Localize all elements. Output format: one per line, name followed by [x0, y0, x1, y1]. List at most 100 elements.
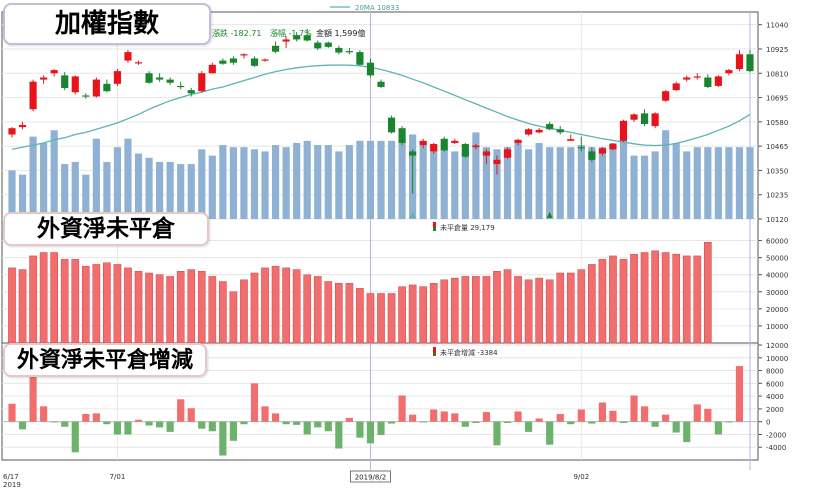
candle-body	[240, 54, 248, 56]
candle-body	[345, 51, 353, 53]
oi-change-bar	[166, 421, 174, 432]
y-tick-label-oi: 10000	[766, 323, 788, 331]
volume-bar	[134, 153, 143, 219]
candle	[567, 134, 575, 141]
oi-change-bar	[430, 409, 438, 422]
candle-body	[535, 129, 543, 133]
y-tick-label-price: 10810	[766, 70, 788, 78]
oi-change-bar	[398, 395, 406, 422]
oi-bar	[345, 282, 354, 344]
candle	[609, 142, 617, 151]
oi-change-bar	[293, 421, 301, 425]
candle-body	[651, 113, 659, 127]
x-tick-label-year: 2019	[3, 481, 21, 489]
oi-change-bar	[440, 411, 448, 422]
oi-bar	[609, 255, 617, 344]
oi-bar	[682, 255, 691, 344]
volume-bar	[261, 151, 269, 219]
oi-bar	[408, 284, 417, 344]
oi-bar	[566, 272, 575, 344]
candle-body	[61, 75, 69, 89]
oi-change-bar	[82, 414, 90, 422]
oi-change-bar	[345, 417, 353, 422]
y-tick-label-change: -4000	[766, 444, 786, 452]
oi-bar	[450, 277, 459, 344]
oi-bar	[556, 272, 565, 344]
legend-change: 未平倉增減 -3384	[440, 348, 498, 357]
oi-change-bar	[61, 421, 69, 427]
oi-bar	[166, 276, 174, 344]
oi-bar	[387, 293, 396, 344]
candle-body	[725, 70, 733, 74]
oi-change-bar	[577, 409, 585, 422]
candle	[92, 77, 100, 98]
oi-bar	[429, 282, 438, 344]
candle	[134, 60, 143, 65]
volume-bar	[651, 151, 659, 219]
candle-body	[356, 52, 364, 65]
candle	[103, 79, 111, 93]
volume-bar	[662, 130, 670, 219]
oi-bar	[472, 276, 480, 344]
oi-bar	[134, 271, 143, 344]
oi-change-bar	[92, 413, 100, 422]
volume-bar	[430, 151, 438, 219]
volume-bar	[113, 147, 122, 219]
oi-change-bar	[377, 421, 385, 436]
oi-change-bar	[503, 421, 512, 423]
oi-change-bar	[588, 421, 596, 424]
volume-bar	[556, 147, 564, 219]
oi-bar	[240, 279, 248, 344]
candle-body	[693, 76, 701, 78]
oi-bar	[377, 293, 385, 344]
candle-body	[609, 144, 617, 150]
oi-bar	[630, 253, 638, 344]
candle	[293, 32, 301, 42]
oi-change-bar	[71, 421, 79, 453]
volume-bar	[472, 132, 480, 219]
candle	[630, 113, 638, 122]
signal-marker	[546, 212, 553, 218]
candle-body	[662, 91, 670, 101]
candle	[651, 112, 659, 129]
signal-marker	[409, 212, 416, 218]
oi-bar	[50, 252, 59, 344]
candle	[503, 147, 512, 159]
candle-body	[630, 114, 638, 120]
oi-bar	[334, 282, 343, 344]
candle-body	[18, 125, 27, 128]
oi-bar	[208, 276, 217, 344]
oi-change-bar	[29, 370, 37, 422]
volume-bar	[725, 147, 733, 219]
oi-bar	[545, 279, 554, 344]
oi-change-bar	[693, 404, 701, 422]
oi-bar	[324, 281, 333, 344]
oi-bar	[103, 262, 111, 344]
candle-body	[440, 138, 448, 151]
oi-bar	[503, 269, 512, 344]
ma20-line	[11, 64, 751, 150]
candle-body	[335, 47, 343, 53]
oi-change-bar	[229, 421, 237, 441]
candle	[29, 79, 37, 112]
y-tick-label-price: 10580	[766, 119, 788, 127]
candle-body	[451, 140, 459, 143]
volume-bar	[250, 149, 259, 219]
candle-body	[177, 85, 185, 88]
candle	[250, 56, 259, 67]
oi-change-bar	[145, 421, 153, 426]
oi-change-bar	[187, 408, 195, 422]
oi-change-bar	[525, 421, 533, 432]
oi-bar	[366, 293, 375, 344]
oi-change-bar	[619, 421, 628, 423]
plot-frame	[1, 11, 759, 461]
candle	[451, 138, 459, 145]
legend-ma20: 20MA 10833	[355, 4, 399, 12]
candle	[619, 119, 628, 142]
candle-body	[567, 139, 575, 141]
oi-bar	[229, 291, 238, 344]
candle	[598, 147, 606, 156]
oi-change-bar	[546, 421, 554, 445]
oi-change-bar	[219, 421, 227, 456]
candle-body	[293, 35, 301, 40]
